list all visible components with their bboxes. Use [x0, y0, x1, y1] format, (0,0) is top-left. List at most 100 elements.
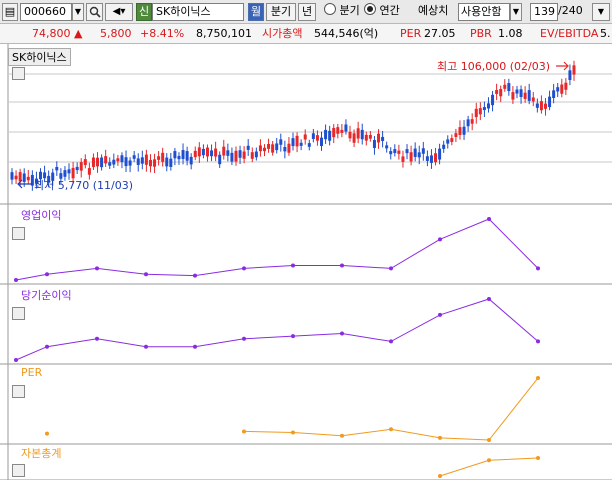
- candle-body: [385, 145, 389, 149]
- candle-body: [140, 157, 144, 164]
- candle-body: [271, 144, 275, 153]
- candle-body: [279, 139, 283, 145]
- candle-body: [165, 157, 169, 167]
- radio-annual-circle[interactable]: [364, 3, 376, 15]
- candle-body: [364, 134, 368, 141]
- candle-body: [246, 145, 250, 150]
- candle-body: [564, 82, 568, 90]
- candle-body: [59, 173, 63, 179]
- candle-body: [401, 156, 405, 162]
- chart-canvas[interactable]: [0, 44, 612, 481]
- candle-body: [153, 159, 157, 167]
- forecast-label: 예상치: [418, 4, 449, 17]
- net-income-line: [15, 298, 539, 361]
- radio-quarter[interactable]: 분기: [324, 3, 364, 21]
- candle-body: [75, 166, 79, 171]
- candle-body: [173, 151, 177, 159]
- candle-body: [397, 150, 401, 154]
- candle-body: [356, 128, 360, 139]
- per-title: PER: [21, 366, 43, 379]
- candle-body: [218, 154, 222, 165]
- forecast-dropdown-arrow-icon[interactable]: ▼: [510, 3, 522, 21]
- price-panel-title: SK하이닉스: [8, 48, 71, 66]
- candle-body: [417, 152, 421, 158]
- candle-body: [531, 97, 535, 102]
- candle-body: [238, 150, 242, 158]
- candle-body: [442, 144, 446, 149]
- candle-body: [328, 130, 332, 141]
- candle-body: [458, 127, 462, 135]
- candle-body: [26, 176, 30, 181]
- candle-body: [507, 83, 511, 92]
- current-price: 74,800 ▲: [32, 27, 83, 40]
- candle-body: [311, 133, 315, 139]
- net-income-chart-icon[interactable]: [12, 307, 25, 320]
- candle-body: [210, 150, 214, 157]
- speaker-icon[interactable]: ◀▾: [105, 3, 133, 21]
- code-dropdown-arrow-icon[interactable]: ▼: [72, 3, 84, 21]
- candle-body: [148, 159, 152, 167]
- candle-body: [405, 149, 409, 154]
- price-change: 5,800: [100, 27, 132, 40]
- candle-body: [132, 155, 136, 159]
- count-input[interactable]: 139: [530, 3, 558, 21]
- candle-body: [71, 167, 75, 179]
- equity-chart-icon[interactable]: [12, 464, 25, 477]
- radio-quarter-circle[interactable]: [324, 3, 336, 15]
- grid-lines: [0, 44, 612, 481]
- candle-body: [63, 170, 67, 177]
- stock-code-input[interactable]: 000660: [20, 3, 72, 21]
- candle-body: [352, 133, 356, 143]
- ev-value: 5.: [600, 27, 611, 40]
- op-profit-title: 영업이익: [21, 209, 62, 222]
- candle-body: [287, 143, 291, 153]
- per-label: PER: [400, 27, 422, 40]
- candle-body: [189, 156, 193, 165]
- candle-body: [348, 131, 352, 139]
- forecast-select[interactable]: 사용안함: [458, 3, 510, 21]
- period-badge[interactable]: 월: [248, 3, 264, 21]
- candle-body: [67, 169, 71, 174]
- min-price-label: 최저 5,770 (11/03): [34, 179, 134, 192]
- candle-body: [413, 148, 417, 157]
- candle-body: [14, 175, 18, 180]
- candle-body: [377, 133, 381, 143]
- candle-body: [462, 126, 466, 135]
- candle-body: [429, 155, 433, 163]
- quarter-button[interactable]: 분기: [266, 3, 296, 21]
- stock-name-field[interactable]: SK하이닉스: [152, 3, 244, 21]
- year-button[interactable]: 년: [298, 3, 316, 21]
- candle-body: [372, 139, 376, 148]
- max-arrow-icon: [556, 61, 569, 71]
- candle-body: [474, 108, 478, 118]
- candle-body: [438, 148, 442, 160]
- search-icon[interactable]: [86, 3, 103, 21]
- chart-menu-icon[interactable]: ▤: [2, 3, 18, 21]
- count-dropdown-arrow-icon[interactable]: ▼: [592, 3, 610, 21]
- candle-body: [87, 168, 91, 175]
- candle-body: [234, 150, 238, 162]
- candle-body: [254, 151, 258, 158]
- candle-body: [291, 138, 295, 147]
- op-profit-chart-icon[interactable]: [12, 227, 25, 240]
- equity-line: [439, 457, 539, 477]
- candle-body: [258, 145, 262, 152]
- candle-body: [556, 87, 560, 92]
- candle-body: [425, 156, 429, 161]
- candle-body: [535, 103, 539, 108]
- candle-body: [470, 119, 474, 124]
- candle-body: [315, 135, 319, 141]
- candle-body: [181, 150, 185, 159]
- mcap-value: 544,546(억): [314, 27, 379, 40]
- candle-body: [144, 154, 148, 165]
- per-chart-icon[interactable]: [12, 385, 25, 398]
- candle-body: [34, 178, 38, 184]
- candle-body: [454, 133, 458, 137]
- candle-body: [360, 129, 364, 140]
- radio-annual[interactable]: 연간: [364, 3, 406, 21]
- candle-body: [389, 151, 393, 155]
- price-grid-icon[interactable]: [12, 67, 25, 80]
- candle-body: [22, 173, 26, 182]
- candle-body: [201, 148, 205, 156]
- candle-body: [177, 155, 181, 160]
